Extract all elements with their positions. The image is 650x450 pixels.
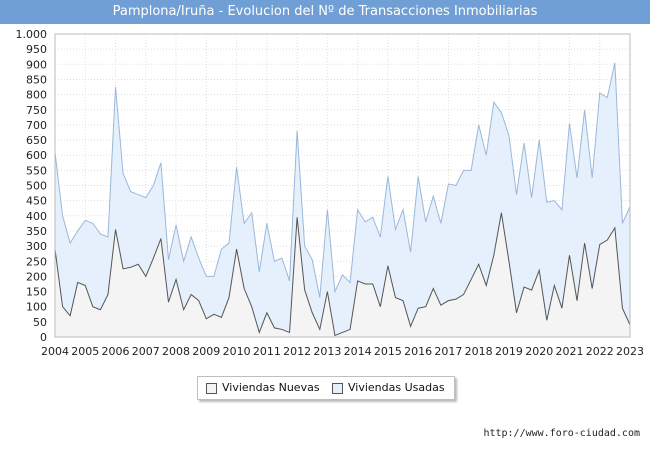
x-tick-label: 2017 [434, 345, 462, 358]
legend-swatch-usadas [332, 383, 343, 394]
x-tick-label: 2005 [71, 345, 99, 358]
y-tick-label: 750 [26, 104, 47, 117]
x-tick-label: 2022 [586, 345, 614, 358]
series-usadas-line [54, 62, 631, 298]
x-tick-label: 2011 [253, 345, 281, 358]
y-tick-label: 800 [26, 89, 47, 102]
y-tick-label: 550 [26, 164, 47, 177]
plot-border [54, 33, 631, 338]
y-tick-label: 200 [26, 270, 47, 283]
y-tick-label: 950 [26, 43, 47, 56]
y-tick-label: 600 [26, 149, 47, 162]
x-tick-label: 2008 [162, 345, 190, 358]
y-tick-label: 700 [26, 119, 47, 132]
x-tick-label: 2014 [344, 345, 372, 358]
x-tick-label: 2016 [404, 345, 432, 358]
y-tick-label: 450 [26, 195, 47, 208]
source-link[interactable]: http://www.foro-ciudad.com [483, 428, 640, 439]
y-tick-label: 500 [26, 180, 47, 193]
y-axis-tick-labels: 0 50 100 150 200 250 300 350 400 450 500 550 600 650 7… [16, 28, 48, 344]
y-tick-label: 300 [26, 240, 47, 253]
x-tick-label: 2020 [525, 345, 553, 358]
x-tick-label: 2004 [41, 345, 69, 358]
chart-title: Pamplona/Iruña - Evolucion del Nº de Tra… [0, 0, 650, 24]
x-axis-tick-labels: 2004 2005 2006 2007 2008 2009 2010 2011 2012 2013… [41, 345, 644, 358]
x-tick-label: 2006 [102, 345, 130, 358]
y-tick-label: 850 [26, 73, 47, 86]
y-tick-label: 400 [26, 210, 47, 223]
x-tick-label: 2012 [283, 345, 311, 358]
series-areas [54, 62, 631, 337]
x-tick-label: 2010 [223, 345, 251, 358]
legend-label-nuevas: Viviendas Nuevas [222, 381, 320, 394]
series-nuevas-line [54, 212, 631, 337]
x-tick-label: 2009 [192, 345, 220, 358]
y-tick-label: 900 [26, 58, 47, 71]
series-nuevas-area [55, 212, 630, 337]
y-tick-label: 50 [33, 316, 47, 329]
y-tick-label: 350 [26, 225, 47, 238]
y-tick-label: 150 [26, 286, 47, 299]
x-tick-label: 2023 [616, 345, 644, 358]
x-tick-label: 2007 [132, 345, 160, 358]
x-tick-label: 2015 [374, 345, 402, 358]
y-tick-label: 1.000 [16, 28, 48, 41]
y-tick-label: 650 [26, 134, 47, 147]
legend-swatch-nuevas [206, 383, 217, 394]
y-tick-label: 100 [26, 301, 47, 314]
legend: Viviendas Nuevas Viviendas Usadas [197, 376, 455, 400]
x-tick-label: 2019 [495, 345, 523, 358]
x-tick-label: 2013 [313, 345, 341, 358]
y-tick-label: 250 [26, 255, 47, 268]
x-tick-label: 2018 [465, 345, 493, 358]
legend-label-usadas: Viviendas Usadas [348, 381, 445, 394]
y-tick-label: 0 [40, 331, 47, 344]
series-usadas-area [55, 62, 630, 337]
x-tick-label: 2021 [555, 345, 583, 358]
